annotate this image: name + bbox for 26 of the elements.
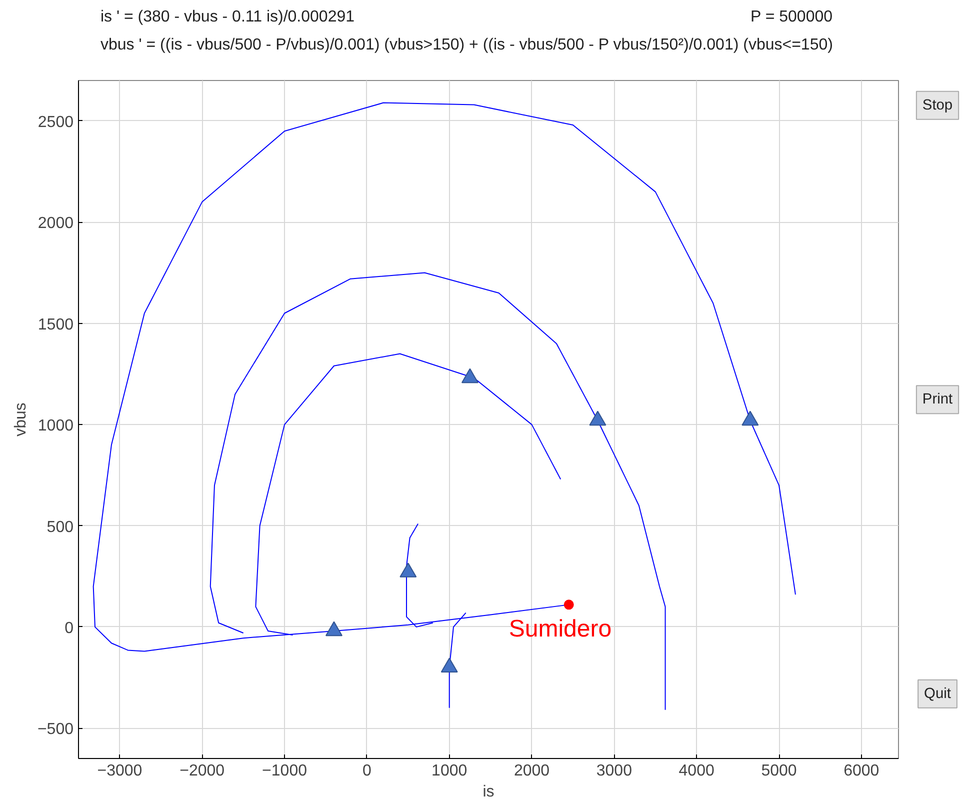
y-tick-label: −500	[37, 721, 74, 738]
x-tick-label: 4000	[678, 762, 714, 780]
x-tick-label: 1000	[432, 762, 468, 780]
y-tick-label: 0	[64, 620, 74, 637]
y-axis-title: vbus	[12, 402, 30, 436]
text: Print	[922, 392, 953, 408]
y-tick-label: 500	[46, 518, 74, 536]
chart-title: is ' = (380 - vbus - 0.11 is)/0.000291	[100, 8, 355, 26]
y-tick-label: 2000	[38, 215, 74, 232]
y-tick-label: 1500	[38, 316, 74, 334]
x-axis-title: is	[482, 784, 494, 800]
x-tick-label: 6000	[844, 762, 880, 780]
x-tick-label: 5000	[761, 762, 797, 780]
x-tick-label: −2000	[180, 762, 225, 780]
x-tick-label: 2000	[514, 762, 550, 780]
chart-subtitle: vbus ' = ((is - vbus/500 - P/vbus)/0.001) (vbus>150) + ((is - vbus/500 - P vbus/150²)/0.001) (vbus<=150)	[100, 36, 833, 54]
x-tick-label: 0	[362, 762, 372, 780]
text: Quit	[924, 686, 951, 702]
text: P = 500000	[750, 8, 833, 26]
y-tick-label: 1000	[38, 418, 74, 435]
text: Stop	[922, 97, 953, 114]
x-tick-label: −1000	[262, 762, 308, 780]
x-tick-label: 3000	[596, 762, 632, 780]
y-tick-label: 2500	[38, 114, 74, 131]
x-tick-label: −3000	[97, 762, 142, 780]
annotation: Sumidero	[508, 616, 612, 643]
